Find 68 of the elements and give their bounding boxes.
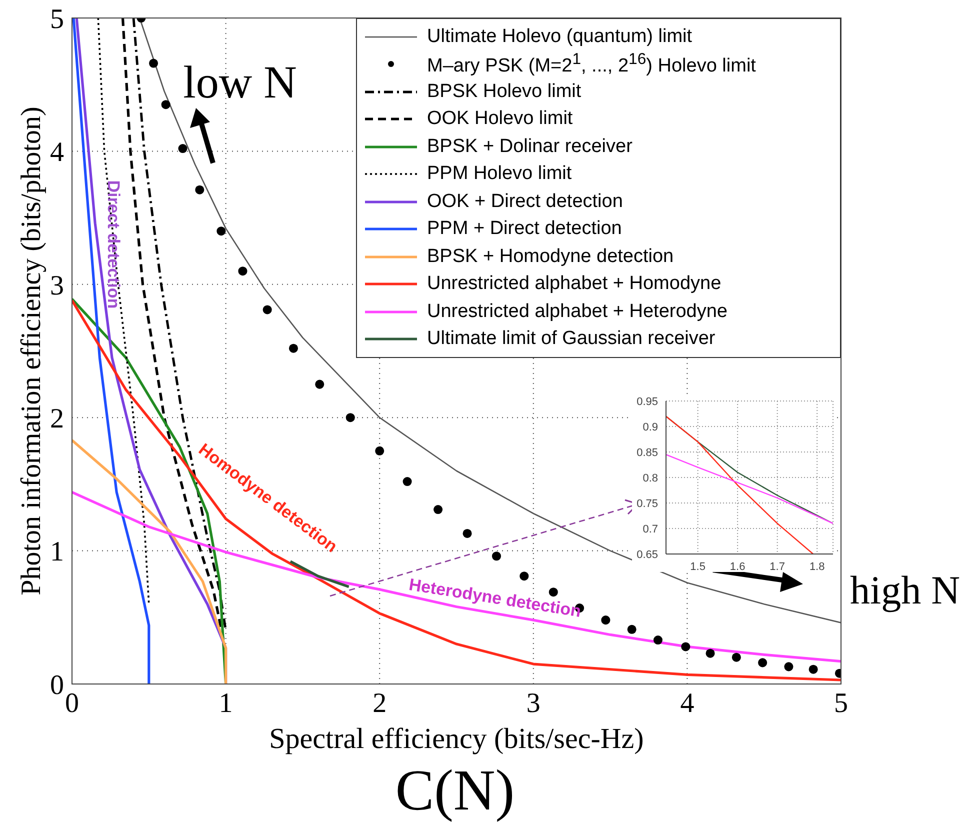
- annotation: Heterodyne detection: [408, 575, 582, 621]
- point: [601, 616, 610, 625]
- legend-label: M–ary PSK (M=2$^{1}$, ..., 2$^{16}$) Holevo limit: [427, 51, 756, 78]
- x-tick-label: 1.8: [809, 560, 825, 573]
- line-series: [72, 18, 150, 684]
- y-axis-title: Photon information efficiency (bits/photon): [16, 106, 47, 596]
- legend-label: Ultimate limit of Gaussian receiver: [427, 328, 716, 350]
- y-tick-label: 2: [50, 404, 64, 435]
- annotation: low N: [183, 56, 297, 108]
- point: [195, 185, 204, 194]
- y-tick-label: 4: [50, 137, 64, 168]
- text: high N: [850, 568, 960, 612]
- point: [732, 652, 741, 662]
- point: [149, 58, 158, 68]
- y-tick-label: 0.9: [642, 421, 658, 434]
- point: [462, 528, 472, 538]
- point: [627, 624, 636, 634]
- x-tick-label: 1.5: [690, 560, 706, 573]
- x-tick-label: 1.6: [730, 560, 746, 573]
- point: [808, 664, 818, 674]
- point: [216, 226, 226, 236]
- point: [784, 662, 794, 672]
- x-tick-label: 1: [218, 688, 233, 719]
- point: [375, 446, 384, 456]
- y-tick-label: 0.95: [636, 396, 658, 408]
- point: [161, 100, 170, 110]
- legend-label: OOK + Direct detection: [427, 190, 623, 213]
- line-series: [666, 416, 814, 554]
- x-tick-label: 5: [834, 688, 848, 719]
- point: [288, 344, 298, 353]
- legend-label: Unrestricted alphabet + Heterodyne: [427, 300, 728, 323]
- y-tick-label: 3: [50, 270, 64, 302]
- point: [315, 380, 324, 389]
- point: [758, 658, 768, 668]
- point: [653, 636, 662, 645]
- point: [434, 505, 443, 514]
- y-tick-label: 0.75: [636, 498, 658, 510]
- x-tick-label: 1.7: [770, 560, 785, 573]
- legend-label: PPM Holevo limit: [427, 163, 572, 186]
- point: [706, 648, 715, 658]
- x-tick-label: 4: [680, 688, 694, 719]
- legend-label: OOK Holevo limit: [427, 108, 573, 130]
- annotation: Direct detection: [104, 180, 124, 309]
- y-tick-label: 0.65: [636, 548, 658, 561]
- x-tick-label: 2: [372, 688, 387, 719]
- x-tick-label: 3: [526, 688, 540, 719]
- y-tick-label: 0.85: [636, 446, 658, 459]
- legend-label: BPSK + Dolinar receiver: [427, 136, 632, 158]
- legend-label: Ultimate Holevo (quantum) limit: [427, 26, 692, 48]
- point: [346, 413, 355, 422]
- legend-label: BPSK + Homodyne detection: [427, 246, 674, 268]
- legend-label: Unrestricted alphabet + Homodyne: [427, 273, 722, 296]
- text: C(N): [395, 758, 515, 822]
- x-axis-title: Spectral efficiency (bits/sec-Hz): [269, 723, 644, 755]
- y-tick-label: 0.7: [642, 523, 658, 536]
- legend-label: PPM + Direct detection: [427, 218, 622, 240]
- point: [492, 552, 501, 561]
- point: [402, 477, 412, 486]
- legend-label: BPSK Holevo limit: [427, 80, 582, 103]
- point: [178, 144, 188, 154]
- point: [262, 305, 272, 314]
- point: [520, 572, 529, 581]
- line-series: [666, 454, 833, 524]
- y-tick-label: 5: [50, 4, 64, 35]
- y-tick-label: 0.8: [642, 472, 658, 484]
- point: [238, 266, 248, 276]
- point: [681, 642, 690, 652]
- line-series: [97, 18, 150, 605]
